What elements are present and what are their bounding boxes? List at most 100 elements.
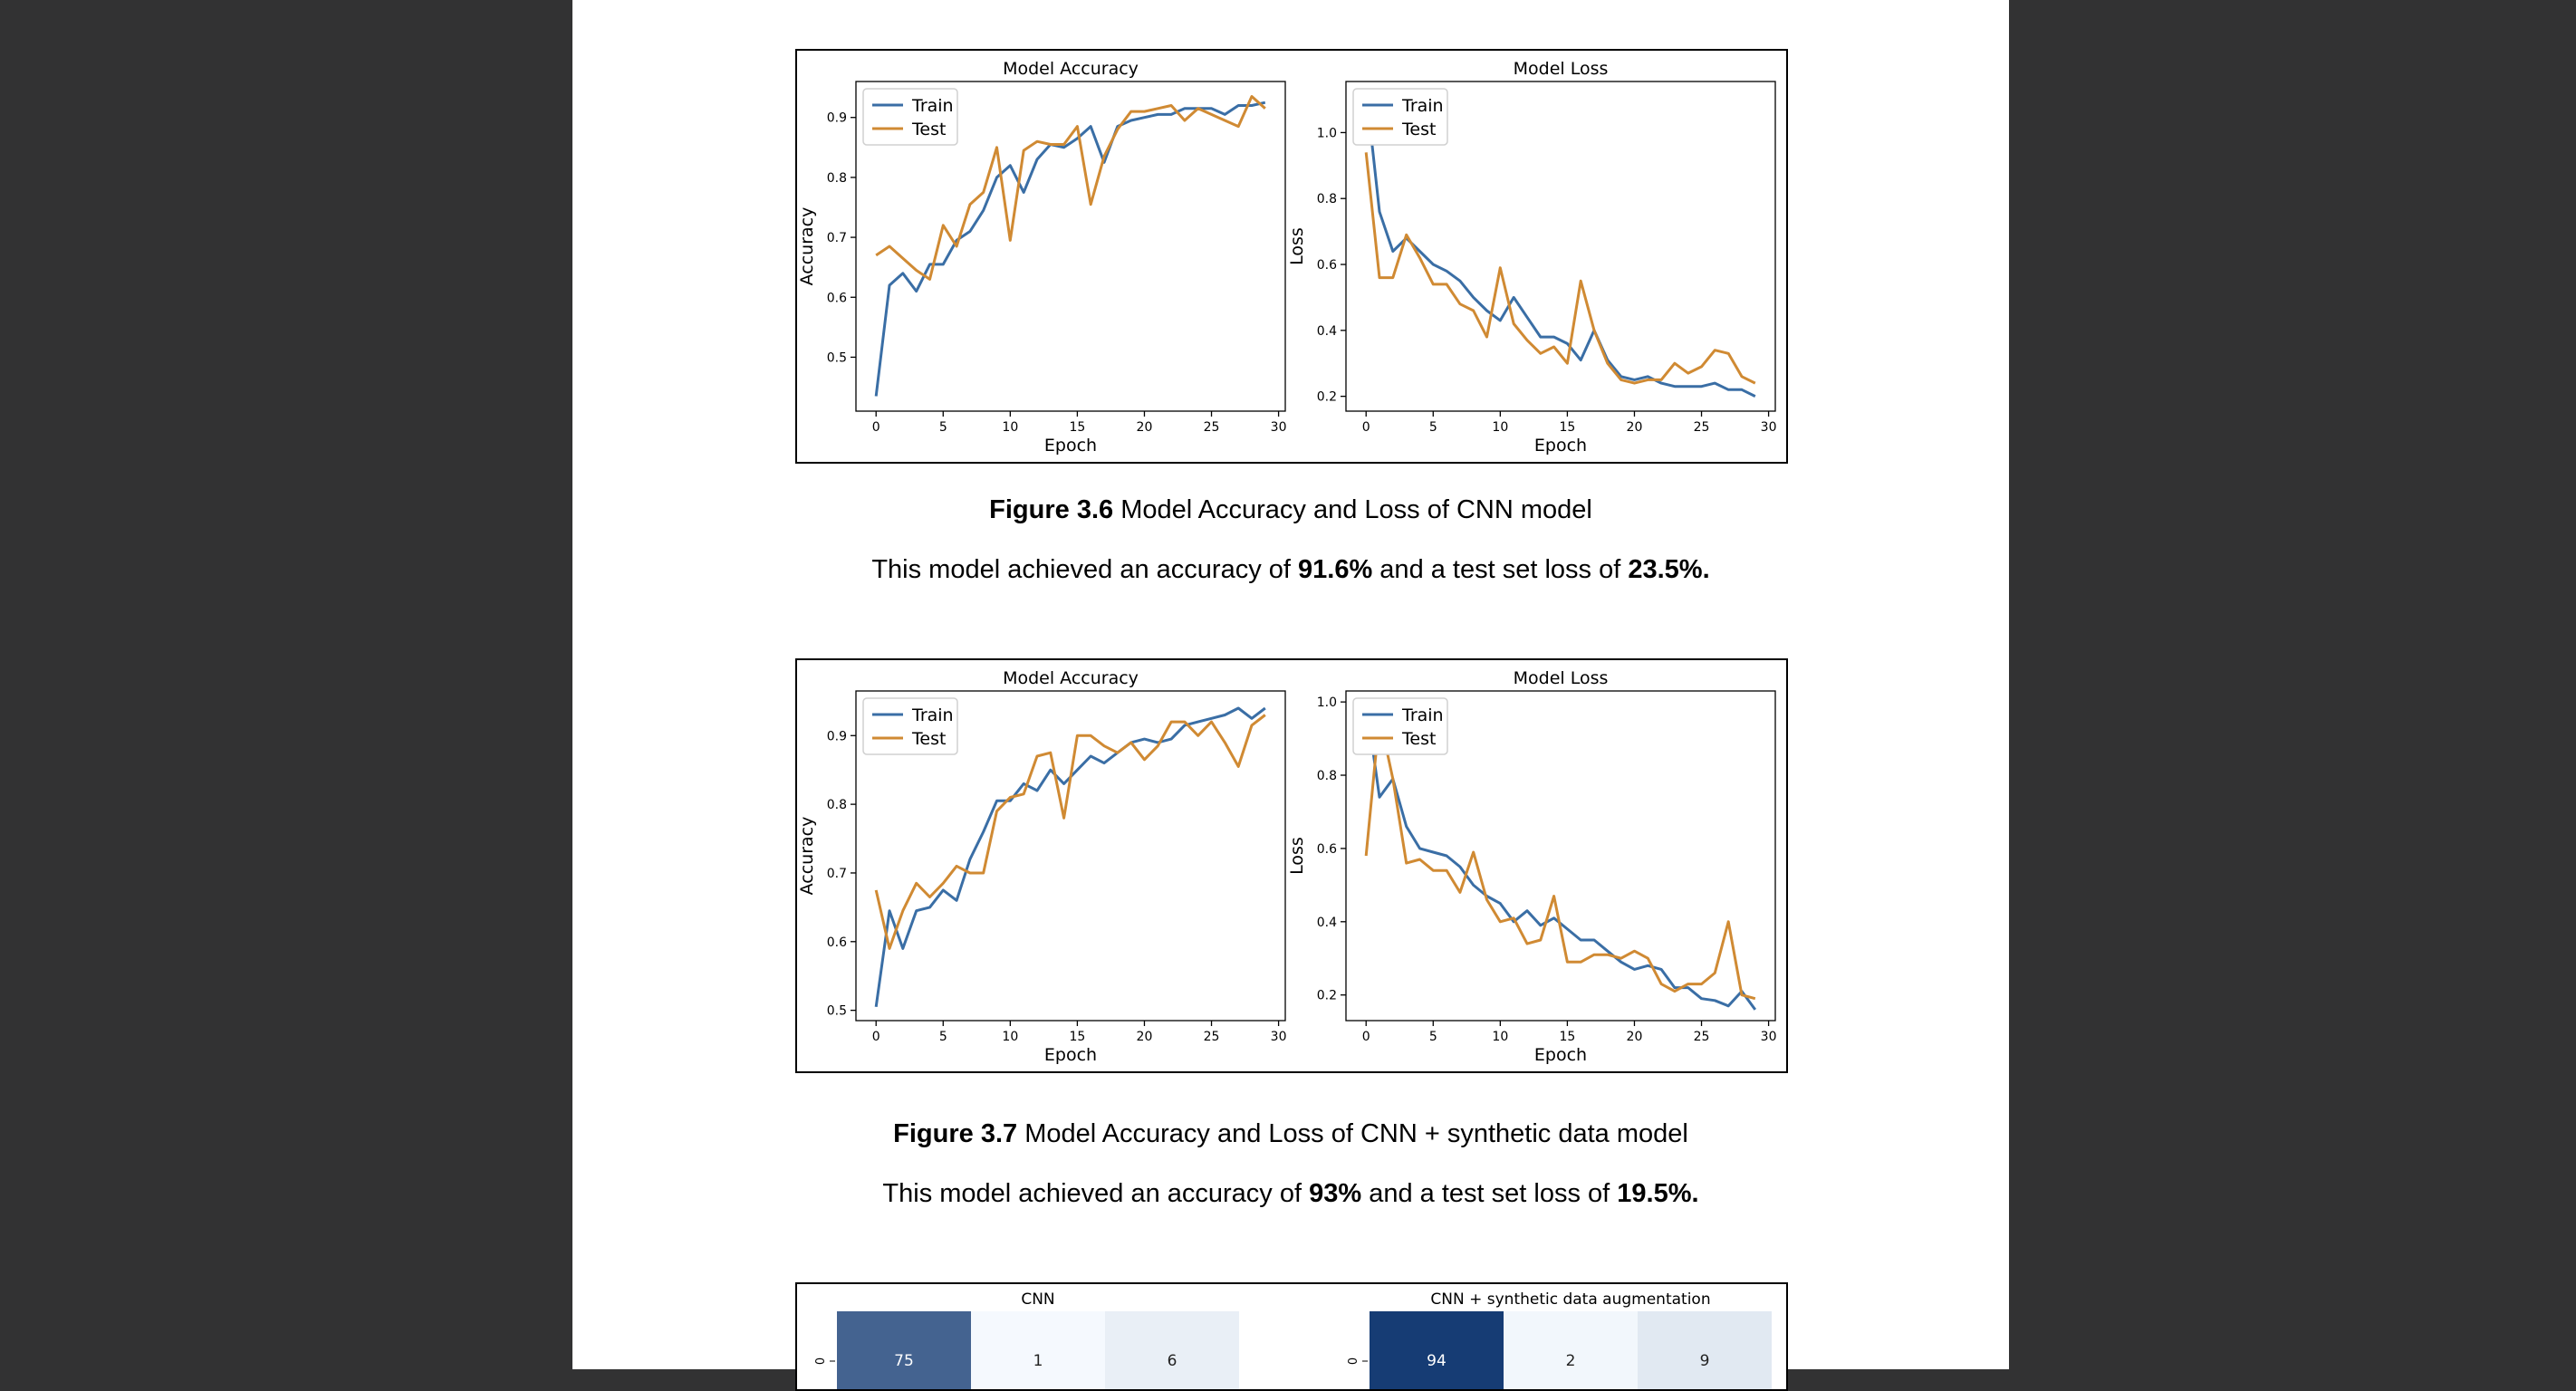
- y-tick-label: 0.8: [1317, 192, 1337, 206]
- figure-3-7-caption: Figure 3.7 Model Accuracy and Loss of CN…: [572, 1119, 2009, 1149]
- plot-border: [1345, 690, 1776, 1022]
- legend-box: [862, 697, 958, 755]
- accuracy-value: 91.6%: [1298, 555, 1373, 584]
- x-tick-label: 10: [1002, 420, 1018, 435]
- x-tick-label: 5: [939, 1030, 947, 1044]
- summary-pre: This model achieved an accuracy of: [871, 555, 1299, 584]
- cnn-synthetic-confusion-matrix: CNN + synthetic data augmentation 94 2 9 0: [1347, 1290, 1772, 1389]
- x-tick-label: 20: [1137, 1030, 1153, 1044]
- figure-3-7-frame: Model Accuracy 0 5 10 15 20 25 30 0.5 0.6 0.7 0.8 0.…: [795, 658, 1788, 1073]
- x-tick-label: 30: [1761, 420, 1777, 435]
- matrix-cell-value: 75: [894, 1352, 914, 1370]
- y-tick-label: 0.6: [1317, 842, 1337, 857]
- matrix-title: CNN + synthetic data augmentation: [1430, 1290, 1710, 1309]
- caption-text: Model Accuracy and Loss of CNN model: [1113, 495, 1592, 524]
- figure-3-6-plots: Model Accuracy 0 5 10 15 20 25 30 0.5 0.6 0.7 0.8 0.…: [797, 59, 1777, 456]
- matrix-row-label: 0: [814, 1357, 828, 1365]
- y-axis-label: Accuracy: [797, 207, 817, 286]
- x-axis-label: Epoch: [1044, 1045, 1097, 1065]
- plot-border: [855, 81, 1286, 412]
- figure-3-7-plots: Model Accuracy 0 5 10 15 20 25 30 0.5 0.6 0.7 0.8 0.…: [797, 668, 1777, 1065]
- matrix-cell: [1105, 1311, 1239, 1389]
- series-line-test: [875, 95, 1266, 281]
- figure-number: Figure 3.6: [989, 495, 1114, 524]
- legend-box: [862, 88, 958, 146]
- x-tick-label: 5: [1429, 1030, 1437, 1044]
- legend: Train Test: [1352, 697, 1448, 755]
- y-tick-label: 0.9: [827, 729, 847, 743]
- legend-label-train: Train: [911, 705, 954, 725]
- y-tick-label: 0.5: [827, 350, 847, 365]
- legend-label-train: Train: [911, 96, 954, 116]
- x-tick-label: 5: [1429, 420, 1437, 435]
- series-line-test: [874, 714, 1266, 950]
- matrix-cell: [971, 1311, 1105, 1389]
- y-tick-label: 0.7: [827, 867, 847, 881]
- figure-3-6-frame: Model Accuracy 0 5 10 15 20 25 30 0.5 0.6 0.7 0.8 0.…: [795, 49, 1788, 464]
- matrix-cell-value: 9: [1700, 1352, 1710, 1370]
- accuracy-plot: Model Accuracy 0 5 10 15 20 25 30 0.5 0.6 0.7 0.8 0.…: [797, 668, 1287, 1065]
- legend-label-train: Train: [1401, 96, 1444, 116]
- x-tick-label: 25: [1204, 420, 1220, 435]
- matrix-cell-value: 1: [1033, 1352, 1043, 1370]
- x-tick-label: 10: [1492, 420, 1508, 435]
- series-line-test: [1364, 715, 1756, 1001]
- y-tick-label: 0.2: [1317, 390, 1337, 405]
- x-tick-label: 0: [872, 420, 880, 435]
- y-tick-label: 0.4: [1317, 916, 1337, 930]
- series-line-train: [874, 101, 1266, 397]
- x-tick-label: 20: [1627, 420, 1643, 435]
- y-tick-label: 0.8: [827, 171, 847, 186]
- legend-box: [1352, 697, 1448, 755]
- x-tick-label: 15: [1069, 420, 1085, 435]
- matrix-cell-value: 94: [1427, 1352, 1447, 1370]
- plot-title: Model Loss: [1514, 668, 1609, 688]
- y-tick-label: 0.7: [827, 231, 847, 245]
- matrix-cell: [1504, 1311, 1638, 1389]
- legend-label-test: Test: [1401, 729, 1436, 749]
- legend-box: [1352, 88, 1448, 146]
- x-tick-label: 20: [1137, 420, 1153, 435]
- y-tick-label: 0.8: [827, 798, 847, 812]
- matrix-cell: [837, 1311, 971, 1389]
- x-tick-label: 30: [1761, 1030, 1777, 1044]
- x-tick-label: 25: [1204, 1030, 1220, 1044]
- y-tick-label: 0.6: [827, 291, 847, 305]
- plot-title: Model Accuracy: [1003, 668, 1139, 688]
- matrix-cell: [1370, 1311, 1504, 1389]
- confusion-matrices: CNN 75 1 6 0 CNN + synthetic data augmentati…: [814, 1290, 1772, 1389]
- x-tick-label: 25: [1694, 420, 1710, 435]
- x-tick-label: 15: [1069, 1030, 1085, 1044]
- x-tick-label: 30: [1271, 420, 1287, 435]
- x-tick-label: 30: [1271, 1030, 1287, 1044]
- matrix-cell-value: 6: [1168, 1352, 1177, 1370]
- matrix-title: CNN: [1021, 1290, 1054, 1309]
- y-tick-label: 0.8: [1317, 769, 1337, 783]
- y-axis-label: Loss: [1287, 227, 1307, 265]
- accuracy-plot: Model Accuracy 0 5 10 15 20 25 30 0.5 0.6 0.7 0.8 0.…: [797, 59, 1287, 456]
- loss-value: 23.5%.: [1628, 555, 1710, 584]
- x-tick-label: 0: [1362, 420, 1370, 435]
- y-tick-label: 0.9: [827, 111, 847, 126]
- matrix-cell-value: 2: [1566, 1352, 1576, 1370]
- x-axis-label: Epoch: [1534, 436, 1587, 456]
- plot-border: [855, 690, 1286, 1022]
- legend-label-train: Train: [1401, 705, 1444, 725]
- x-tick-label: 10: [1492, 1030, 1508, 1044]
- y-axis-label: Accuracy: [797, 817, 817, 896]
- y-tick-label: 0.6: [1317, 258, 1337, 273]
- figure-3-6-caption: Figure 3.6 Model Accuracy and Loss of CN…: [572, 495, 2009, 525]
- x-tick-label: 15: [1559, 420, 1575, 435]
- plot-border: [1345, 81, 1776, 412]
- legend-label-test: Test: [1401, 120, 1436, 139]
- matrix-row-label: 0: [1347, 1357, 1360, 1365]
- loss-plot: Model Loss 0 5 10 15 20 25 30 0.2 0.4 0.6 0.8 1.0 Epo…: [1287, 59, 1777, 456]
- y-tick-label: 1.0: [1317, 126, 1337, 140]
- x-tick-label: 5: [939, 420, 947, 435]
- plot-title: Model Loss: [1514, 59, 1609, 79]
- legend-label-test: Test: [911, 120, 946, 139]
- figure-3-6-summary: This model achieved an accuracy of 91.6%…: [572, 555, 2009, 585]
- figure-number: Figure 3.7: [893, 1119, 1018, 1148]
- matrix-cell: [1638, 1311, 1772, 1389]
- y-tick-label: 0.4: [1317, 324, 1337, 339]
